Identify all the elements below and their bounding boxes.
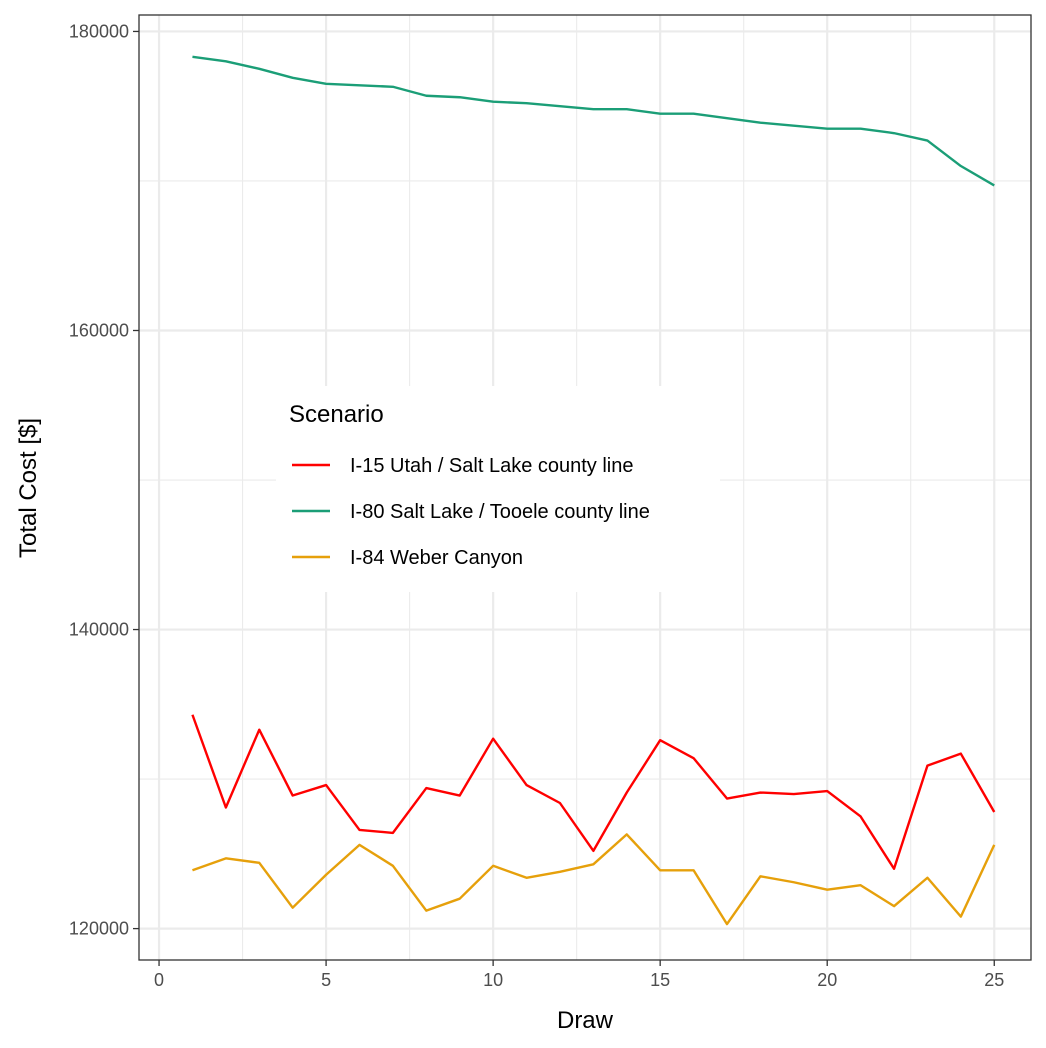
y-axis-title: Total Cost [$] <box>15 418 42 558</box>
x-tick-label: 5 <box>321 970 331 990</box>
x-tick-label: 20 <box>817 970 837 990</box>
legend-label-3: I-84 Weber Canyon <box>350 547 523 569</box>
y-tick-label: 180000 <box>69 21 129 41</box>
y-tick-label: 120000 <box>69 919 129 939</box>
x-tick-label: 15 <box>650 970 670 990</box>
legend: Scenario I-15 Utah / Salt Lake county li… <box>276 386 720 592</box>
legend-label-2: I-80 Salt Lake / Tooele county line <box>350 501 650 523</box>
x-tick-label: 0 <box>154 970 164 990</box>
x-tick-label: 10 <box>483 970 503 990</box>
x-axis-title: Draw <box>557 1007 614 1034</box>
x-tick-label: 25 <box>984 970 1004 990</box>
legend-label-1: I-15 Utah / Salt Lake county line <box>350 455 634 477</box>
legend-title: Scenario <box>289 401 384 428</box>
y-tick-label: 140000 <box>69 620 129 640</box>
y-tick-label: 160000 <box>69 320 129 340</box>
